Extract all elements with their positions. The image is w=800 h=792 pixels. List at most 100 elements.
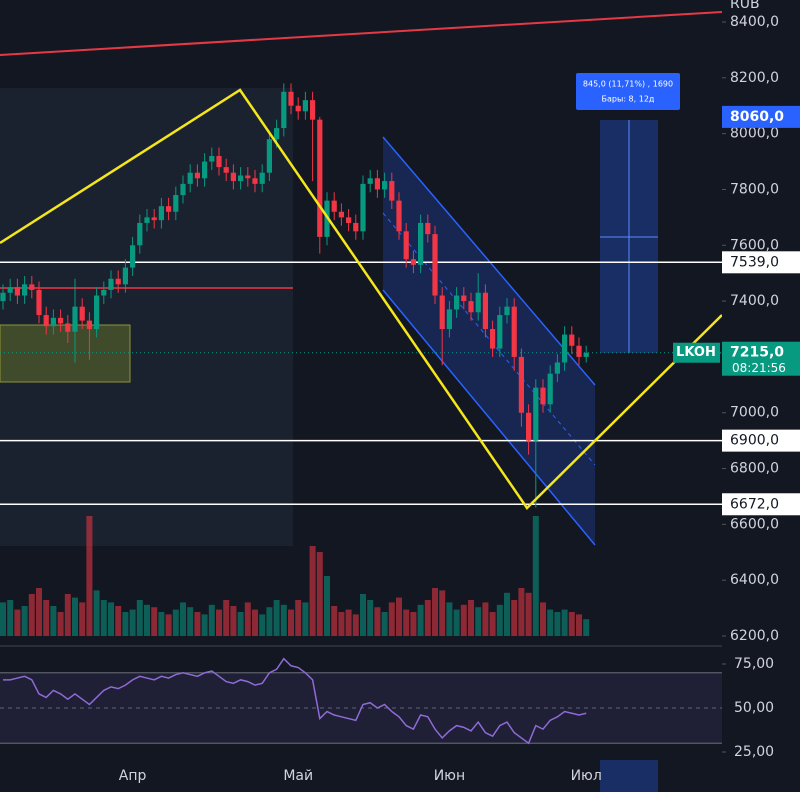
candle-body bbox=[439, 295, 445, 329]
volume-bar bbox=[151, 607, 158, 636]
volume-bar bbox=[180, 602, 186, 636]
candle-body bbox=[151, 217, 157, 221]
volume-bar bbox=[266, 607, 273, 636]
volume-bar bbox=[381, 612, 388, 636]
volume-bar bbox=[7, 600, 14, 636]
candle-body bbox=[79, 306, 85, 321]
candle-body bbox=[403, 231, 409, 260]
candle-body bbox=[396, 200, 402, 232]
rsi-tick-label: 25,00 bbox=[734, 744, 774, 760]
y-tick-label: 8000,0 bbox=[730, 126, 779, 142]
candle-body bbox=[410, 259, 416, 265]
volume-bar bbox=[36, 588, 42, 636]
candle-body bbox=[94, 295, 100, 329]
y-tick-label: 7000,0 bbox=[730, 405, 779, 421]
volume-bar bbox=[0, 602, 6, 636]
volume-bar bbox=[129, 609, 136, 636]
volume-bar bbox=[64, 594, 71, 636]
volume-bar bbox=[432, 588, 438, 636]
price-label: 7215,0 bbox=[730, 345, 784, 361]
volume-bar bbox=[374, 607, 381, 636]
level-label: 7539,0 bbox=[730, 254, 779, 270]
volume-bar bbox=[482, 602, 489, 636]
y-tick-label: 6400,0 bbox=[730, 572, 779, 588]
zone-box bbox=[0, 88, 293, 546]
symbol-box bbox=[673, 342, 720, 363]
price-label-box bbox=[722, 341, 800, 376]
y-tick-label: 7800,0 bbox=[730, 181, 779, 197]
zigzag bbox=[0, 88, 723, 510]
candle-body bbox=[194, 172, 200, 179]
volume-bar bbox=[136, 600, 143, 636]
trend-line bbox=[0, 11, 723, 56]
candle-body bbox=[583, 352, 589, 357]
volume-bar bbox=[489, 612, 496, 636]
candle-body bbox=[547, 373, 553, 405]
candle-body bbox=[274, 128, 280, 140]
candle-body bbox=[504, 306, 510, 316]
candle-body bbox=[14, 287, 20, 296]
candle-body bbox=[144, 217, 150, 223]
level-label: 6900,0 bbox=[730, 433, 779, 449]
volume-bar bbox=[309, 546, 316, 636]
volume-bar bbox=[216, 609, 222, 636]
candle-body bbox=[158, 206, 164, 221]
volume-bar bbox=[57, 612, 64, 636]
x-tick-label: Июн bbox=[434, 768, 465, 784]
y-tick-label: 7400,0 bbox=[730, 293, 779, 309]
candle-body bbox=[389, 181, 395, 201]
candle-body bbox=[338, 211, 344, 218]
candle-body bbox=[130, 245, 136, 268]
candle-body bbox=[238, 175, 244, 182]
price-layer bbox=[0, 83, 722, 508]
volume-bar bbox=[316, 552, 323, 636]
volume-bar bbox=[122, 612, 129, 636]
candle-body bbox=[29, 284, 35, 290]
rsi-line bbox=[3, 657, 587, 745]
volume-bar bbox=[547, 609, 554, 636]
volume-bar bbox=[252, 609, 258, 636]
candle-body bbox=[58, 317, 64, 324]
volume-bar bbox=[396, 597, 402, 636]
candle-body bbox=[382, 181, 388, 190]
volume-bar bbox=[446, 602, 453, 636]
candle-body bbox=[137, 222, 143, 246]
channel-bottom bbox=[382, 289, 596, 546]
volume-bar bbox=[338, 612, 345, 636]
candle-body bbox=[86, 320, 92, 329]
candle-body bbox=[346, 217, 352, 223]
candle-body bbox=[230, 172, 236, 182]
currency: RUB bbox=[730, 0, 760, 12]
volume-bar bbox=[194, 612, 201, 636]
volume-bar bbox=[532, 516, 539, 636]
y-tick-label: 6600,0 bbox=[730, 516, 779, 532]
x-tick-label: Май bbox=[283, 768, 313, 784]
level-label-box bbox=[722, 493, 800, 516]
volume-bar bbox=[424, 600, 431, 636]
channel-mid bbox=[382, 212, 596, 466]
candle-body bbox=[72, 306, 78, 332]
volume-bar bbox=[72, 597, 78, 636]
volume-bar bbox=[504, 592, 510, 636]
volume-bar bbox=[576, 614, 582, 636]
measure-text: 845,0 (11,71%) , 1690 bbox=[583, 80, 673, 89]
candle-body bbox=[50, 317, 56, 327]
level-label-box bbox=[722, 429, 800, 452]
volume-bar bbox=[568, 612, 575, 636]
candle-body bbox=[418, 222, 424, 265]
volume-bar bbox=[280, 604, 287, 636]
candle-body bbox=[7, 287, 13, 293]
volume-bar bbox=[496, 604, 503, 636]
candle-body bbox=[432, 234, 438, 296]
level-label: 6672,0 bbox=[730, 496, 779, 512]
candle-body bbox=[497, 315, 503, 349]
volume-bar bbox=[439, 590, 446, 636]
axis-layer: 8400,0 8200,0 8000,0 7800,0 7600,0 7400,0 7000… bbox=[119, 14, 800, 784]
volume-bar bbox=[583, 619, 590, 636]
candle-body bbox=[490, 329, 496, 349]
candle-body bbox=[374, 178, 380, 190]
volume-bar bbox=[187, 607, 194, 636]
measure-label-box bbox=[722, 105, 800, 128]
candle-body bbox=[281, 91, 287, 129]
